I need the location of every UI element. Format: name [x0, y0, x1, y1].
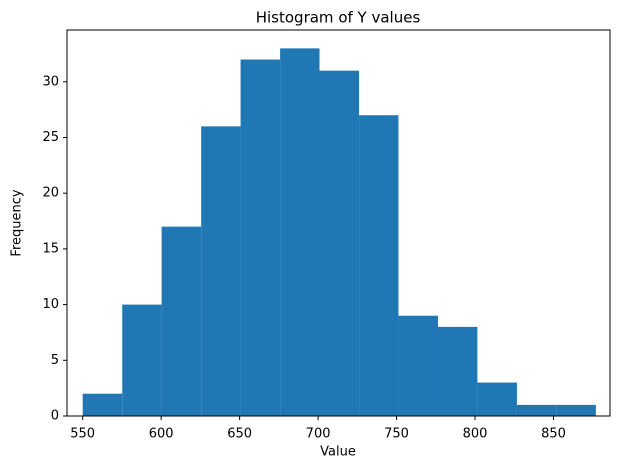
bar [437, 326, 478, 416]
bar [161, 226, 202, 416]
x-axis-label: Value [320, 445, 356, 460]
y-tick-label: 30 [42, 74, 59, 89]
y-axis-label: Frequency [10, 189, 25, 256]
y-tick-label: 15 [42, 241, 59, 256]
bar [319, 70, 360, 417]
bar [359, 115, 399, 417]
y-tick-label: 10 [42, 297, 59, 312]
plot-frame [66, 29, 611, 417]
chart-title: Histogram of Y values [256, 9, 421, 27]
y-tick-label: 5 [51, 353, 59, 368]
bar [516, 404, 557, 416]
bar [477, 382, 517, 416]
bar [556, 404, 596, 416]
x-tick-label: 850 [541, 427, 566, 442]
x-tick-label: 650 [227, 427, 252, 442]
x-tick-label: 700 [306, 427, 331, 442]
x-tick-label: 600 [149, 427, 174, 442]
x-tick-label: 750 [384, 427, 409, 442]
bar [398, 315, 438, 416]
y-tick-label: 25 [42, 130, 59, 145]
bar [240, 59, 281, 416]
x-tick-label: 800 [463, 427, 488, 442]
bar [201, 126, 241, 416]
bar [122, 304, 162, 416]
y-tick-label: 20 [42, 186, 59, 201]
y-tick-label: 0 [51, 409, 59, 424]
bar [82, 393, 123, 416]
x-tick-label: 550 [70, 427, 95, 442]
bar [280, 48, 320, 416]
